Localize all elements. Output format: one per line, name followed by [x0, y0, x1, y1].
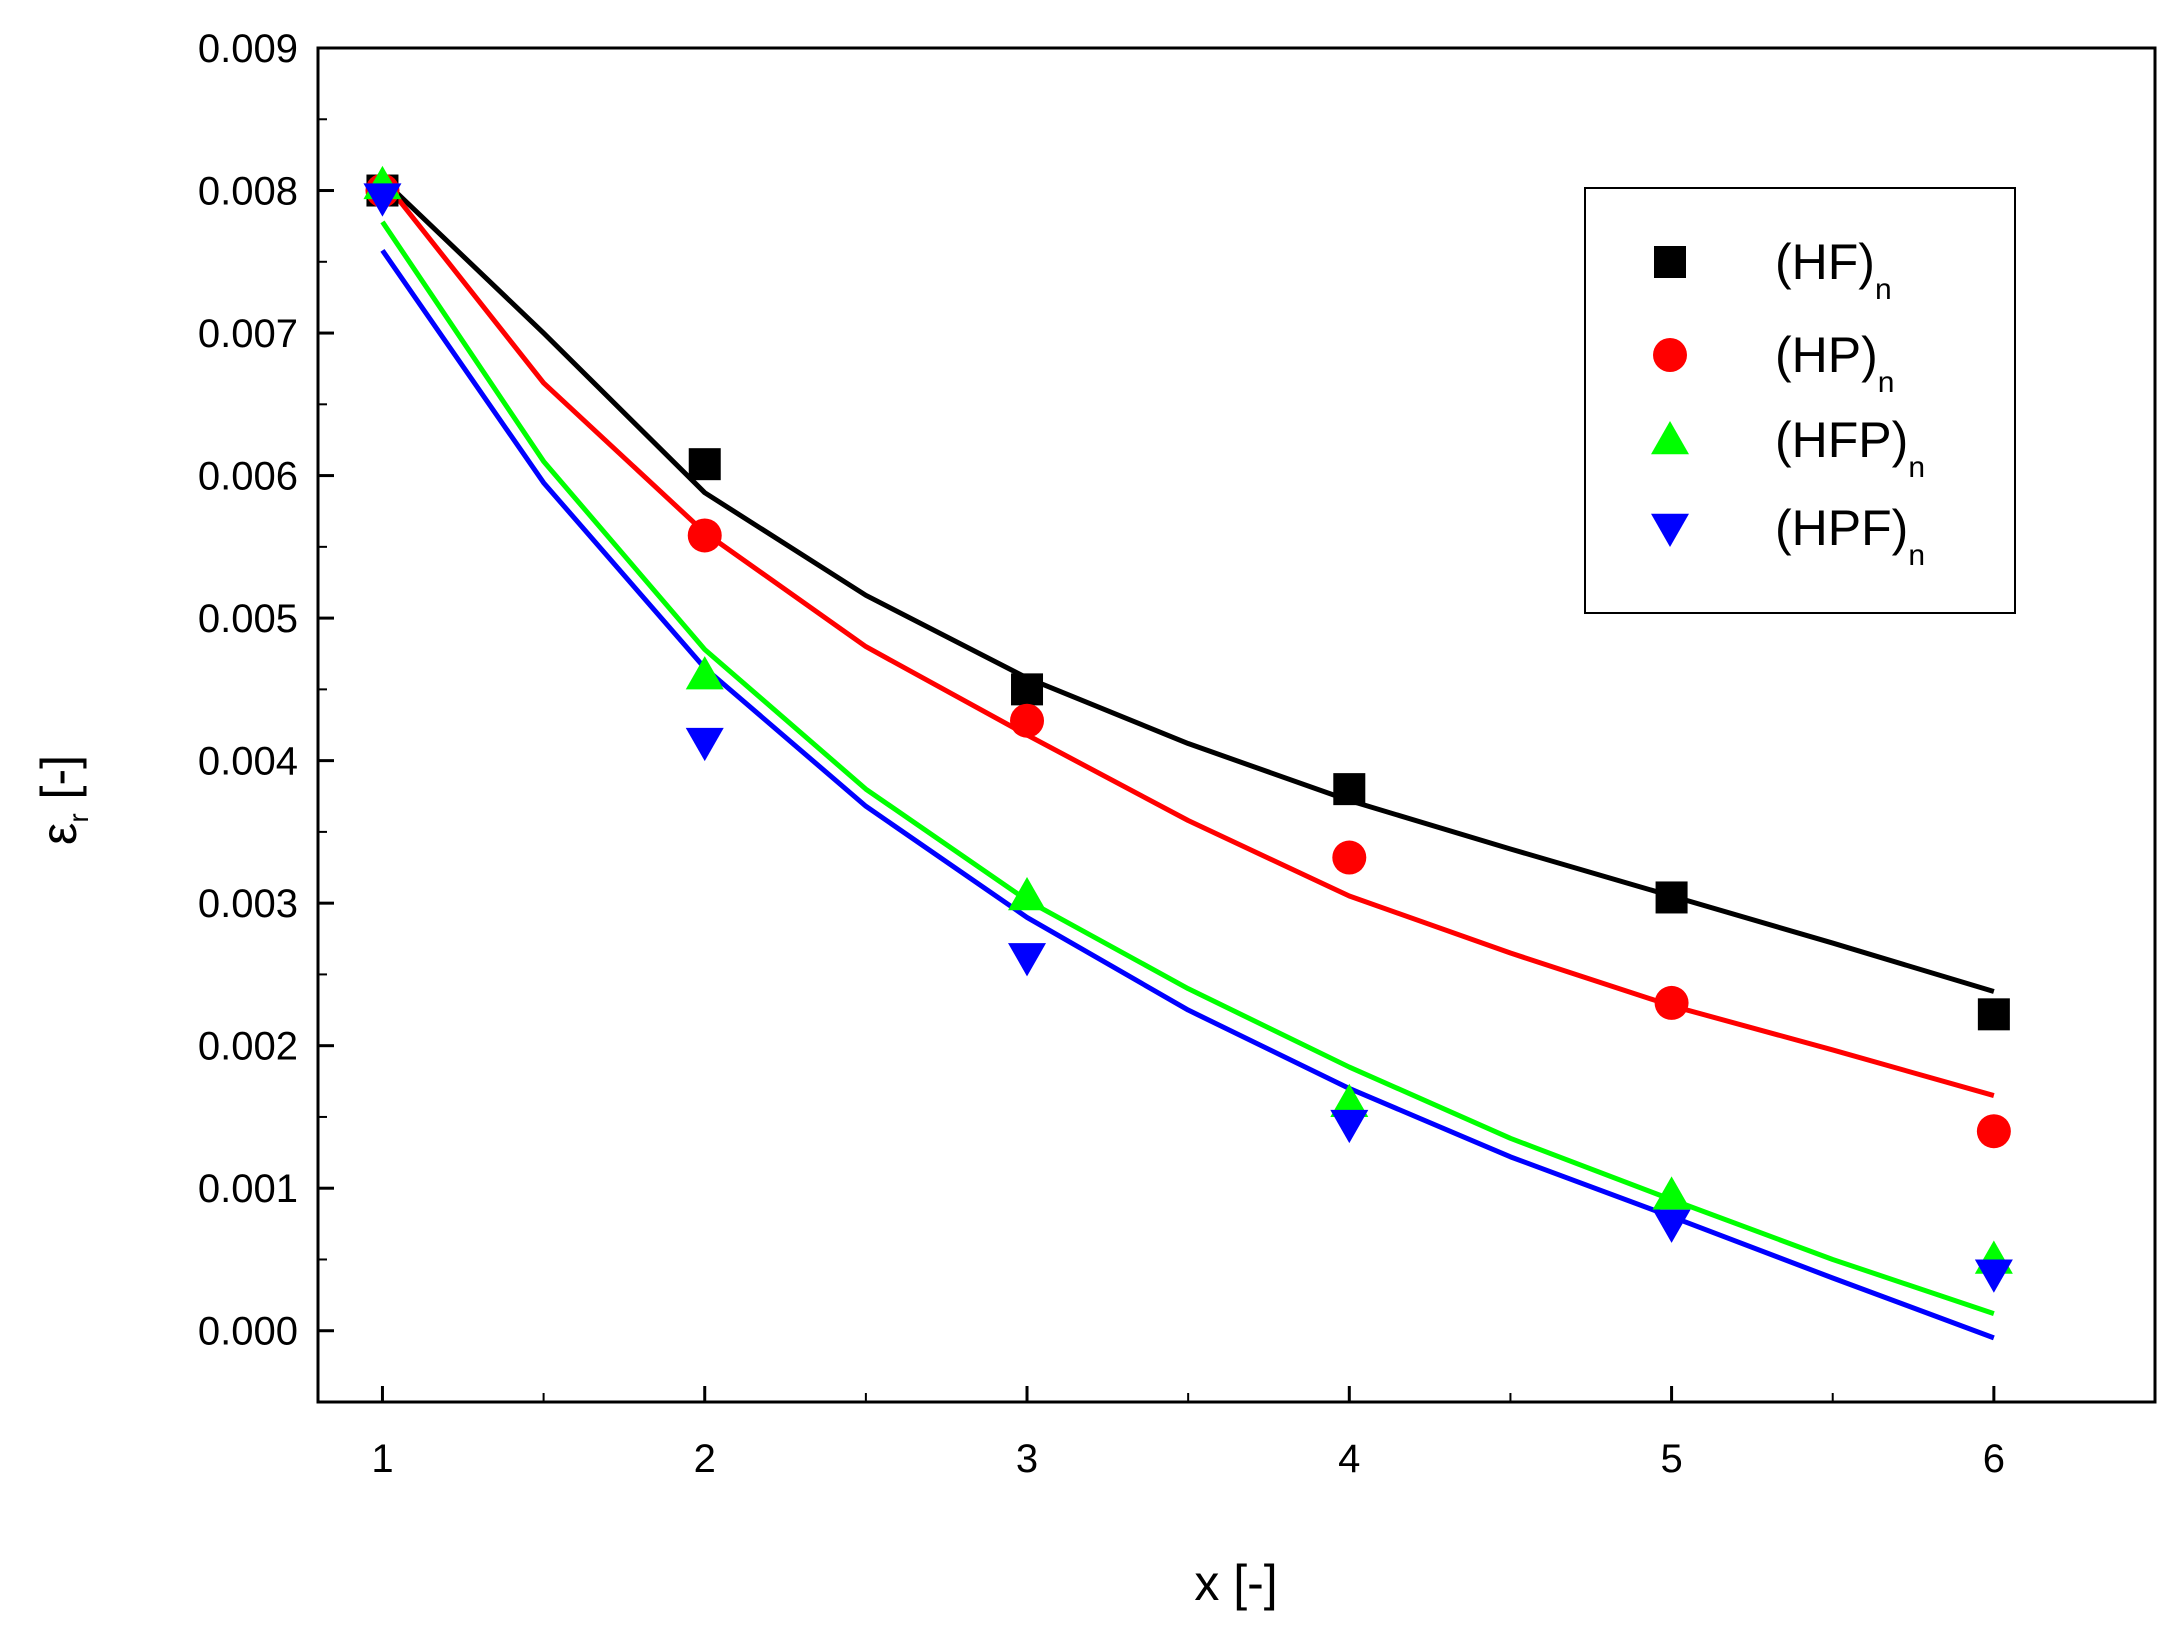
y-tick-label: 0.007 — [198, 312, 298, 356]
legend-marker-hfp — [1651, 421, 1689, 455]
data-markers — [363, 165, 2013, 1293]
y-axis-title-symbol: ε — [31, 823, 87, 845]
y-tick-label: 0.009 — [198, 27, 298, 71]
x-axis-title: x [-] — [1194, 1555, 1277, 1611]
data-point-hpf — [1652, 1209, 1691, 1243]
data-point-hp — [1010, 703, 1045, 738]
svg-text:εr [-]: εr [-] — [31, 755, 94, 845]
y-tick-label: 0.000 — [198, 1310, 298, 1354]
legend-label-hf: (HF)n — [1775, 234, 1892, 306]
fit-line-hf — [380, 177, 1995, 994]
legend-label-hp: (HP)n — [1775, 327, 1894, 399]
legend-label-hfp: (HFP)n — [1775, 412, 1925, 484]
data-point-hfp — [1008, 877, 1047, 911]
y-axis-title-subscript: r — [63, 813, 94, 822]
legend-label-subscript: n — [1908, 451, 1925, 484]
fit-line-hp — [380, 177, 1995, 1098]
data-point-hf — [1655, 881, 1688, 914]
legend-label-hpf: (HPF)n — [1775, 500, 1925, 572]
data-point-hfp — [685, 656, 724, 690]
x-tick-label: 6 — [1983, 1437, 2005, 1481]
data-point-hfp — [1652, 1176, 1691, 1210]
data-point-hf — [1011, 673, 1044, 706]
data-point-hpf — [1330, 1109, 1369, 1144]
y-tick-label: 0.004 — [198, 740, 298, 784]
data-point-hp — [1976, 1114, 2011, 1149]
data-point-hp — [687, 518, 722, 553]
data-point-hp — [1332, 840, 1367, 875]
x-axis: 1 2 3 4 5 6 — [371, 1386, 2156, 1481]
legend-marker-hf — [1654, 246, 1686, 278]
y-axis-title: εr [-] — [31, 755, 94, 845]
legend-label-text: (HPF) — [1775, 500, 1908, 556]
y-tick-label: 0.002 — [198, 1025, 298, 1069]
y-axis-title-unit: [-] — [31, 755, 87, 813]
x-tick-label: 4 — [1338, 1437, 1360, 1481]
x-tick-label: 2 — [694, 1437, 716, 1481]
x-tick-label: 5 — [1660, 1437, 1682, 1481]
x-tick-label: 3 — [1016, 1437, 1038, 1481]
data-point-hf — [688, 448, 721, 481]
x-tick-label: 1 — [371, 1437, 393, 1481]
y-tick-label: 0.006 — [198, 455, 298, 499]
y-tick-label: 0.005 — [198, 597, 298, 641]
fit-lines — [380, 177, 1995, 1341]
data-point-hfp — [1330, 1083, 1369, 1117]
data-point-hp — [1654, 985, 1689, 1020]
legend-label-text: (HFP) — [1775, 412, 1908, 468]
fit-line-hpf — [380, 248, 1995, 1341]
y-tick-label: 0.001 — [198, 1167, 298, 1211]
y-tick-label: 0.008 — [198, 170, 298, 214]
legend-label-text: (HP) — [1775, 327, 1878, 383]
fit-line-hfp — [380, 220, 1995, 1317]
y-axis: 0.000 0.001 0.002 0.003 0.004 0.005 0.006 0.007… — [198, 27, 334, 1354]
legend-label-subscript: n — [1875, 273, 1892, 306]
legend: (HF)n(HP)n(HFP)n(HPF)n — [1584, 187, 2016, 614]
legend-label-text: (HF) — [1775, 234, 1875, 290]
data-point-hpf — [363, 183, 402, 217]
y-tick-label: 0.003 — [198, 882, 298, 926]
legend-marker-hp — [1653, 338, 1687, 372]
data-point-hf — [1977, 998, 2010, 1031]
legend-label-subscript: n — [1908, 539, 1925, 572]
legend-marker-hpf — [1651, 513, 1689, 547]
data-point-hpf — [1008, 943, 1047, 977]
data-point-hpf — [1974, 1259, 2013, 1293]
data-point-hf — [1333, 773, 1366, 806]
legend-label-subscript: n — [1878, 366, 1895, 399]
data-point-hpf — [685, 727, 724, 762]
